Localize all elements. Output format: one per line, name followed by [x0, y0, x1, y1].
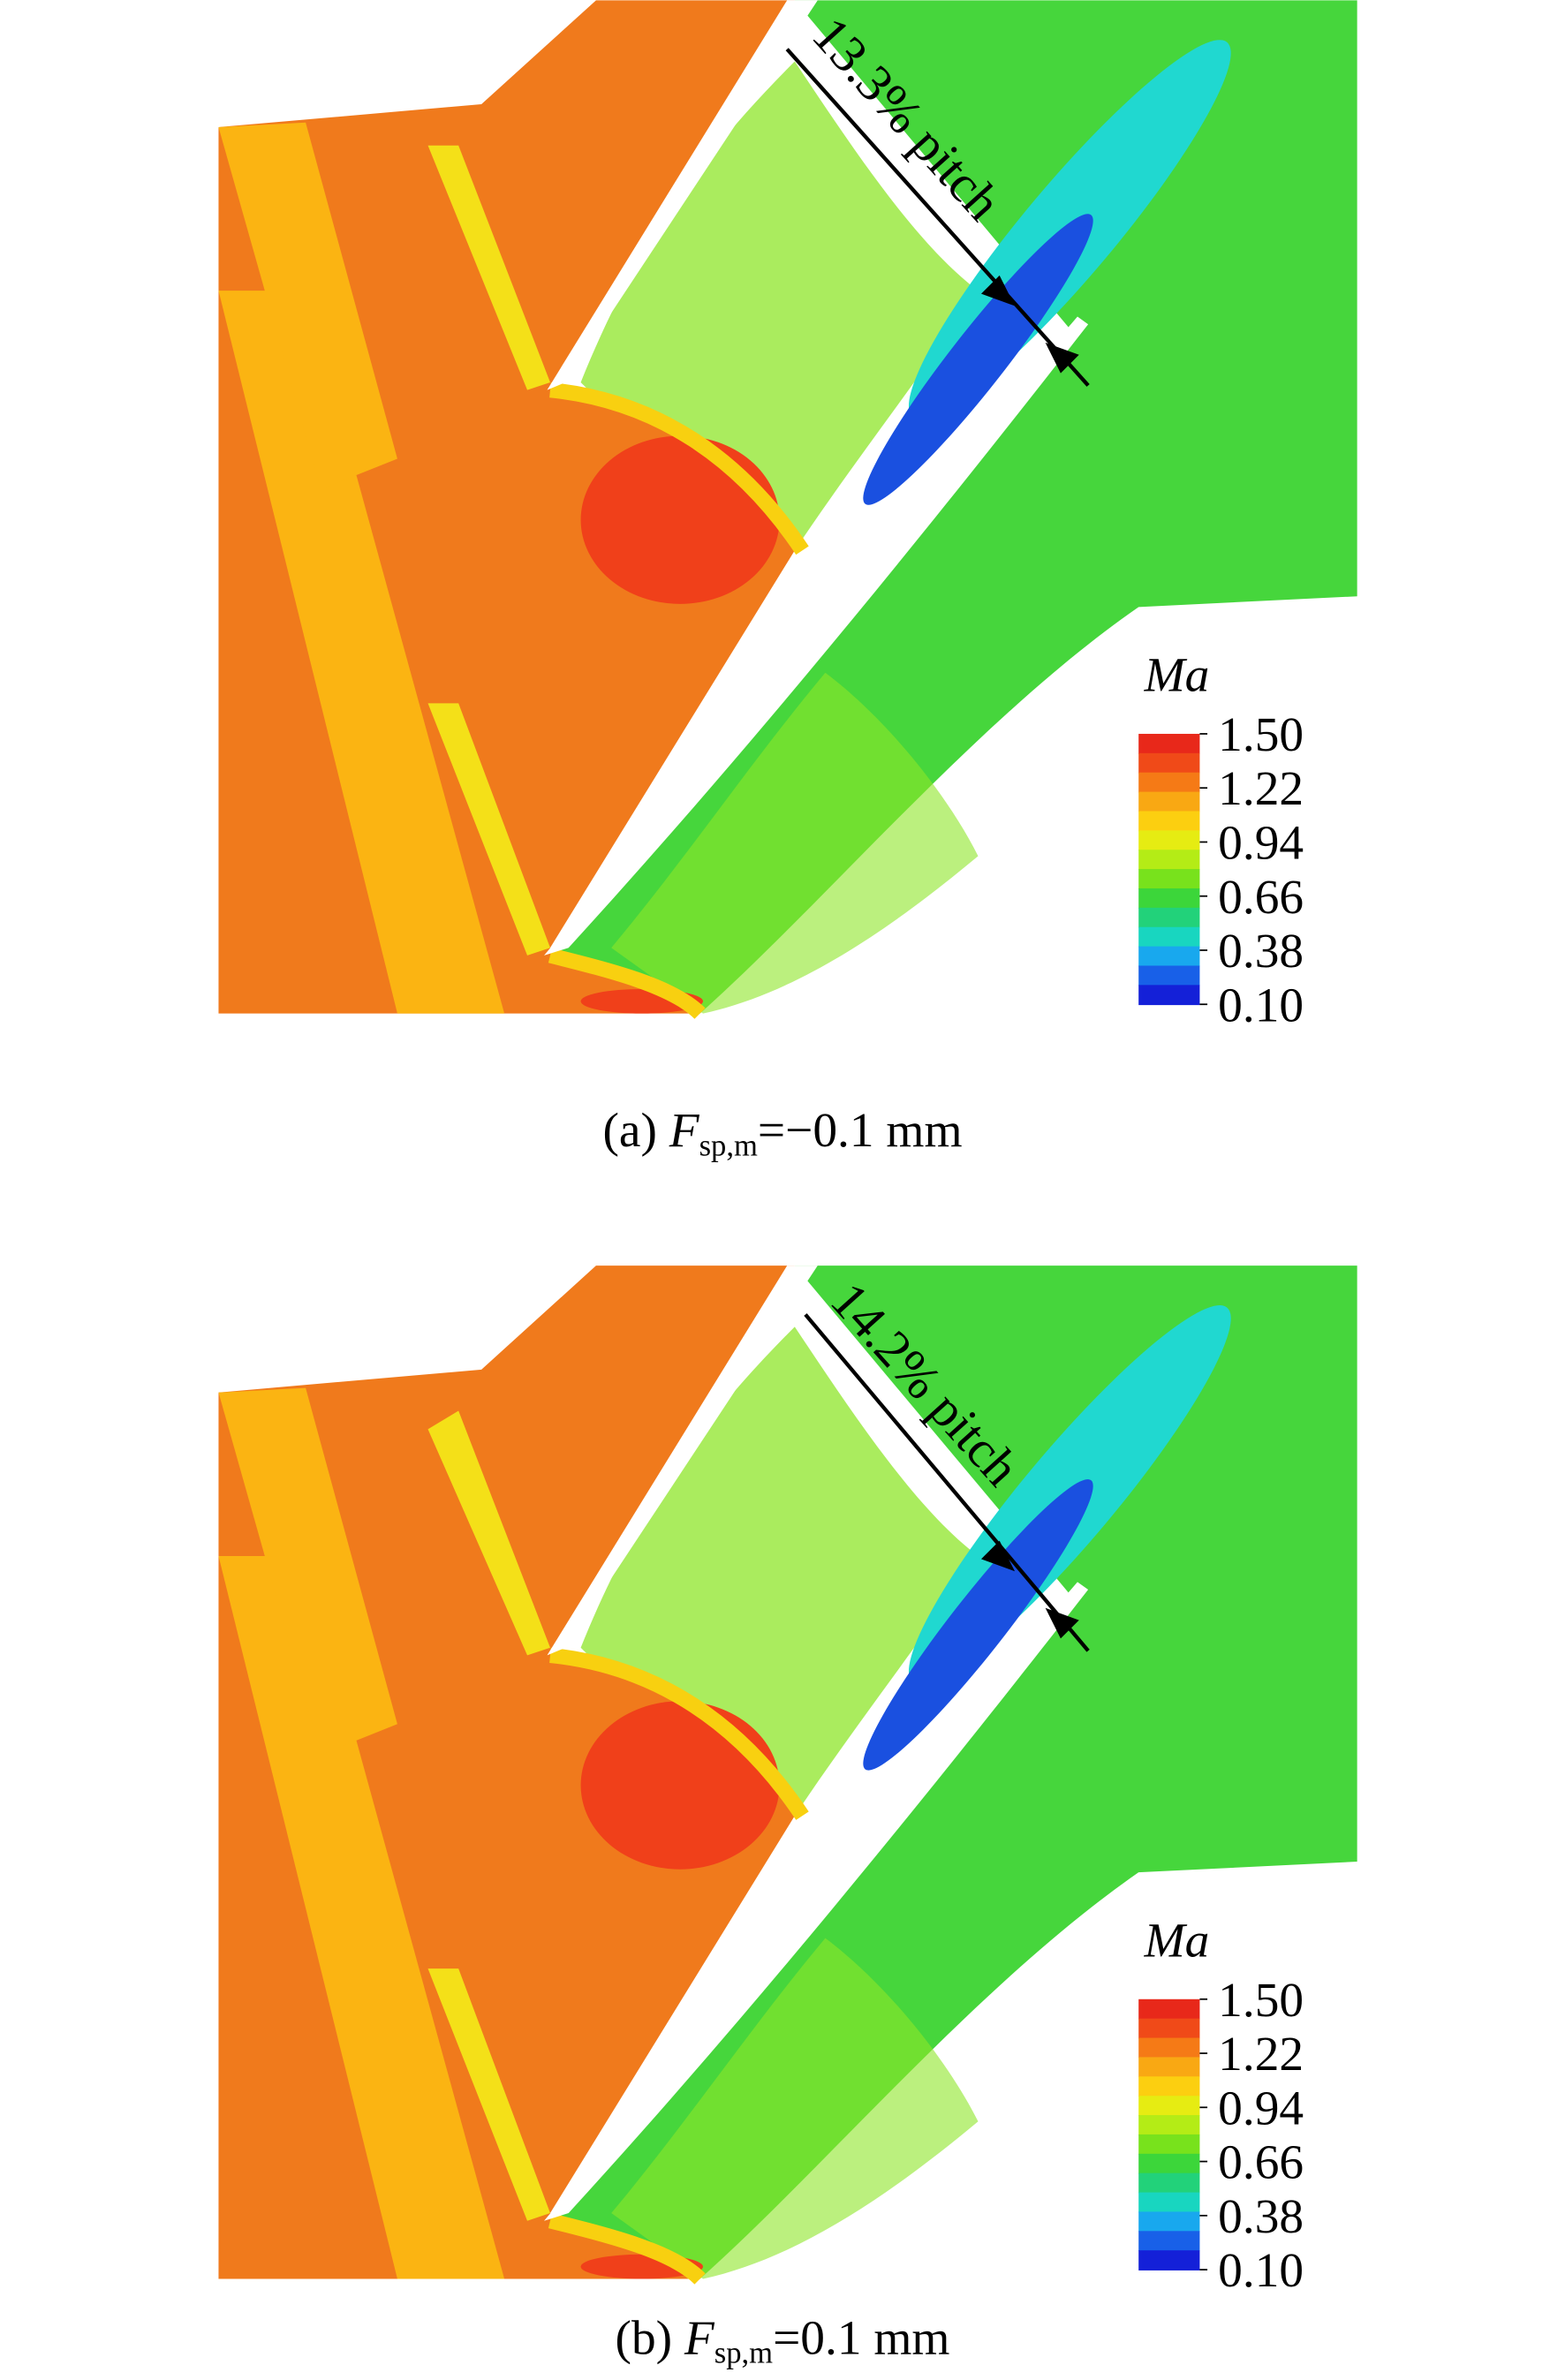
green-light: [611, 672, 979, 1014]
colorbar-band: [1138, 791, 1200, 812]
colorbar-label: 0.94: [1218, 2081, 1304, 2134]
colorbar-band: [1138, 965, 1200, 986]
arrow-head: [980, 275, 1016, 306]
colorbar-band: [1138, 2076, 1200, 2097]
colorbar-band: [1138, 1998, 1200, 2020]
boundary-layer: [548, 948, 706, 1019]
blade: [544, 1582, 1089, 2221]
colorbar-label: 0.10: [1218, 2243, 1304, 2297]
blade: [547, 0, 818, 390]
colorbar-band: [1138, 2115, 1200, 2135]
colorbar-label: 0.38: [1218, 924, 1304, 978]
yellow-band: [218, 1555, 505, 2279]
colorbar-band: [1138, 985, 1200, 1006]
colorbar-band: [1138, 869, 1200, 889]
yellow-band: [218, 1387, 397, 1755]
colorbar-title: Ma: [1144, 648, 1210, 702]
colorbar-band: [1138, 772, 1200, 793]
colorbar-band: [1138, 733, 1200, 754]
colorbar-band: [1138, 2057, 1200, 2078]
colorbar-band: [1138, 2134, 1200, 2155]
wake-inner: [863, 1479, 1093, 1771]
colorbar-band: [1138, 946, 1200, 967]
pitch-line: [785, 48, 1090, 387]
colorbar-label: 1.22: [1218, 2027, 1304, 2081]
pitch-line: [804, 1313, 1090, 1652]
yellow-streak: [427, 145, 550, 390]
colorbar-band: [1138, 2037, 1200, 2059]
colorbar-label: 1.50: [1218, 707, 1304, 761]
colorbar-label: 0.66: [1218, 2135, 1304, 2189]
blade: [544, 316, 1089, 956]
arrow-head: [1045, 342, 1079, 374]
colorbar-band: [1138, 2192, 1200, 2213]
boundary-layer: [548, 2213, 706, 2285]
passage-region: [549, 0, 1357, 1014]
colorbar-label: 1.22: [1218, 761, 1304, 815]
caption-symbol: F: [669, 1103, 700, 1157]
caption: (a) Fsp,m=−0.1 mm: [602, 1103, 962, 1162]
colorbar-band: [1138, 888, 1200, 909]
yellow-band: [218, 122, 397, 490]
colorbar-band: [1138, 850, 1200, 870]
yellow-streak: [427, 1968, 550, 2221]
colorbar-band: [1138, 2018, 1200, 2039]
green-light: [611, 1938, 979, 2279]
colorbar-label: 0.94: [1218, 816, 1304, 870]
colorbar-band: [1138, 811, 1200, 832]
passage-region: [549, 1266, 1357, 2279]
colorbar-label: 0.38: [1218, 2189, 1304, 2243]
high-mach-zone: [580, 1701, 780, 1870]
caption-symbol: F: [684, 2310, 715, 2364]
arrow-head: [1045, 1607, 1079, 1639]
wake-inner: [863, 214, 1093, 505]
caption-prefix: (b): [616, 2310, 684, 2364]
blade: [547, 1266, 818, 1656]
colorbar-band: [1138, 830, 1200, 851]
colorbar-band: [1138, 2096, 1200, 2116]
colorbar-band: [1138, 907, 1200, 928]
yellow-band: [218, 291, 505, 1014]
colorbar-band: [1138, 2211, 1200, 2233]
colorbar-band: [1138, 2231, 1200, 2252]
caption-subscript: sp,m: [699, 1130, 758, 1163]
colorbar-band: [1138, 2250, 1200, 2270]
yellow-streak: [427, 703, 550, 956]
arrow-head: [980, 1540, 1016, 1572]
caption: (b) Fsp,m=0.1 mm: [616, 2310, 950, 2369]
boundary-layer: [549, 1647, 809, 1820]
high-mach-zone: [580, 435, 780, 604]
colorbar-label: 1.50: [1218, 1973, 1304, 2027]
boundary-layer: [549, 382, 809, 555]
colorbar-band: [1138, 2153, 1200, 2174]
caption-subscript: sp,m: [714, 2337, 773, 2370]
colorbar-label: 0.66: [1218, 870, 1304, 924]
colorbar-label: 0.10: [1218, 978, 1304, 1031]
colorbar-band: [1138, 2172, 1200, 2194]
caption-suffix: =−0.1 mm: [758, 1103, 963, 1157]
colorbar-title: Ma: [1144, 1913, 1210, 1967]
colorbar-band: [1138, 752, 1200, 774]
colorbar-band: [1138, 926, 1200, 948]
caption-suffix: =0.1 mm: [773, 2310, 949, 2364]
yellow-streak: [427, 1410, 550, 1656]
caption-prefix: (a): [602, 1103, 669, 1157]
